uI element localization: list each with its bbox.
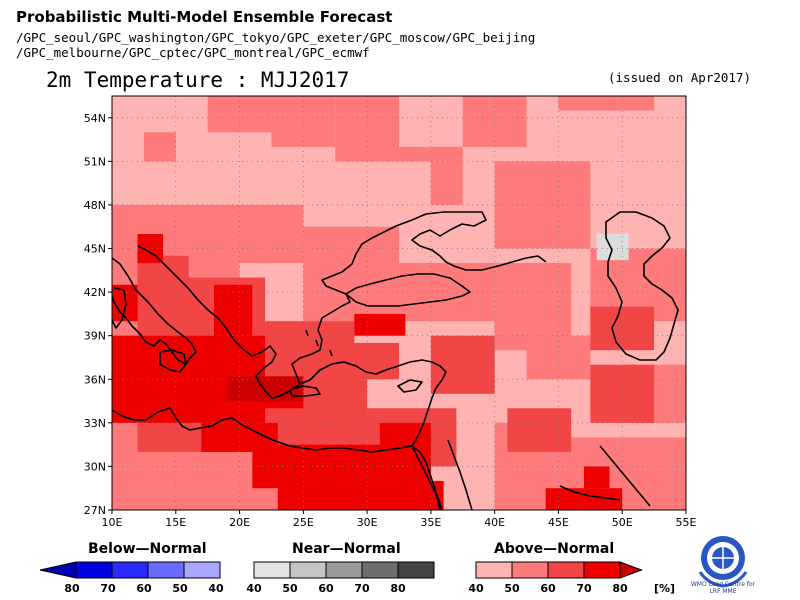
wmo-logo-caption-line-1: WMO Lead Centre for (690, 581, 756, 588)
grid-cell-a50 (526, 335, 591, 380)
y-tick-label: 54N (84, 112, 106, 125)
y-tick-label: 33N (84, 417, 106, 430)
gpc-list-line-1: /GPC_seoul/GPC_washington/GPC_tokyo/GPC_… (16, 30, 536, 45)
grid-cell-a50 (143, 132, 176, 162)
wmo-logo-caption: WMO Lead Centre for LRF MME (680, 581, 766, 595)
coastline-aegean (305, 329, 333, 357)
legend-above-title: Above—Normal (494, 541, 615, 557)
grid-cell-a60 (430, 335, 495, 394)
y-tick-label: 45N (84, 243, 106, 256)
grid-cell-a60 (590, 306, 655, 351)
x-tick-label: 15E (165, 516, 186, 529)
coastline-black-sea (345, 273, 471, 307)
grid-cell-a60 (507, 408, 572, 452)
x-tick-label: 40E (484, 516, 505, 529)
x-tick-label: 35E (420, 516, 441, 529)
x-tick-label: 30E (357, 516, 378, 529)
x-tick-label: 25E (293, 516, 314, 529)
coastline-caspian (605, 211, 679, 361)
grid-cell-a50 (239, 204, 304, 264)
y-tick-label: 42N (84, 286, 106, 299)
coastlines (111, 211, 679, 511)
x-tick-label: 10E (102, 516, 123, 529)
x-tick-label: 50E (612, 516, 633, 529)
coastline-adriatic (137, 211, 547, 399)
grid-cell-a70 (583, 466, 610, 489)
grid-cell-a50 (399, 146, 463, 162)
coastline-sicily (159, 349, 187, 373)
grid-cell-a70 (354, 313, 406, 336)
coastline-crete (289, 385, 321, 397)
longitude-ticks: 10E 15E 20E 25E 30E 35E 40E 45E 50E 55E (102, 510, 697, 529)
grid-cell-a60 (137, 255, 189, 336)
grid-cell-a70 (545, 488, 623, 510)
grid-cell-a50 (303, 226, 399, 322)
forecast-title: Probabilistic Multi-Model Ensemble Forec… (16, 8, 393, 26)
wmo-logo-caption-line-2: LRF MME (709, 588, 737, 595)
coastline-africa (111, 407, 443, 511)
x-tick-label: 55E (676, 516, 697, 529)
coastline-cyprus (397, 379, 423, 393)
latitude-ticks: 54N 51N 48N 45N 42N 39N 36N 33N 30N 27N (84, 112, 112, 517)
wmo-logo (698, 536, 748, 588)
y-tick-label: 51N (84, 155, 106, 168)
grid-cell-n40 (596, 234, 629, 261)
grid-cell-a50 (399, 263, 495, 322)
coastline-persian-gulf (559, 445, 651, 507)
grid-cell-a60 (303, 342, 399, 380)
gpc-list-line-2: /GPC_melbourne/GPC_cptec/GPC_montreal/GP… (16, 45, 370, 60)
x-tick-label: 45E (548, 516, 569, 529)
grid-cell-a50 (558, 96, 655, 111)
x-tick-label: 20E (229, 516, 250, 529)
map-title: 2m Temperature : MJJ2017 (46, 68, 350, 92)
graticule (112, 96, 686, 510)
grid-cell-a70 (277, 480, 444, 510)
legend-near-title: Near—Normal (292, 541, 401, 557)
y-tick-label: 48N (84, 199, 106, 212)
y-tick-label: 36N (84, 373, 106, 386)
y-tick-label: 27N (84, 504, 106, 517)
coastline-red-sea (411, 439, 473, 511)
grid-cell-a50 (430, 161, 463, 205)
probability-grid (112, 96, 686, 510)
legend-below-title: Below—Normal (88, 541, 207, 557)
coastline-turkey-south (299, 359, 447, 447)
y-tick-label: 39N (84, 330, 106, 343)
grid-cell-a60 (590, 364, 655, 423)
issued-date: (issued on Apr2017) (608, 70, 751, 85)
map-frame (111, 95, 687, 511)
y-tick-label: 30N (84, 460, 106, 473)
coastline-sardinia (111, 287, 127, 329)
